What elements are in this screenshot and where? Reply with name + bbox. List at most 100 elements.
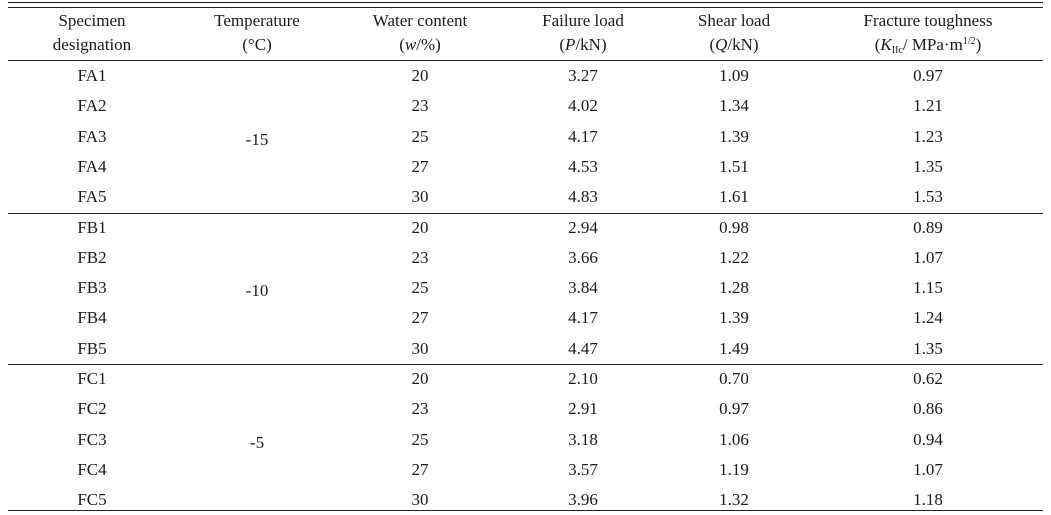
header-specimen-line1: Specimen [58, 11, 126, 30]
cell-failure: 4.17 [568, 308, 598, 328]
cell-toughness: 1.07 [913, 459, 943, 479]
cell-water: 30 [411, 338, 429, 358]
cell-shear: 1.32 [719, 490, 749, 510]
cell-temperature: -5 [249, 432, 265, 452]
cell-toughness: 0.97 [913, 66, 943, 85]
cell-failure: 2.91 [568, 399, 598, 419]
cell-shear: 1.51 [719, 156, 749, 176]
cell-shear: 1.61 [719, 187, 749, 207]
header-toughness-paren: ( [874, 35, 881, 54]
cell-failure: 3.96 [568, 490, 598, 510]
cell-failure: 3.84 [568, 278, 598, 298]
cell-shear: 1.28 [719, 278, 749, 298]
header-temperature: Temperature (°C) [187, 9, 327, 57]
cell-failure: 4.02 [568, 96, 598, 116]
cell-shear: 0.70 [719, 369, 749, 388]
header-temperature-line2: (°C) [242, 35, 272, 54]
header-water-var: w [404, 35, 417, 54]
cell-specimen: FC1 [77, 369, 107, 388]
header-water-unit: /%) [416, 35, 441, 54]
cell-toughness: 0.94 [913, 429, 943, 449]
header-shear-line2: (Q/kN) [659, 33, 809, 57]
header-toughness-line1: Fracture toughness [863, 11, 993, 30]
header-water-paren: ( [399, 35, 405, 54]
cell-shear: 1.19 [719, 459, 749, 479]
cell-toughness: 1.35 [913, 156, 943, 176]
header-toughness-sup: 1/2 [962, 36, 976, 47]
cell-specimen: FC3 [77, 429, 107, 449]
cell-specimen: FA5 [77, 187, 107, 207]
header-shear-line1: Shear load [697, 11, 771, 30]
top-rule-1 [8, 2, 1043, 3]
cell-failure: 4.17 [568, 126, 598, 146]
header-toughness-sub: IIc [891, 45, 903, 56]
cell-specimen: FB3 [77, 278, 107, 298]
cell-failure: 3.66 [568, 247, 598, 267]
header-shear-load: Shear load (Q/kN) [659, 9, 809, 57]
cell-failure: 3.27 [568, 66, 598, 85]
cell-specimen: FC2 [77, 399, 107, 419]
cell-water: 23 [411, 399, 429, 419]
group-rule [8, 212, 1043, 214]
header-water-line1: Water content [372, 11, 468, 30]
cell-shear: 1.06 [719, 429, 749, 449]
cell-failure: 4.83 [568, 187, 598, 207]
header-temperature-line1: Temperature [214, 11, 300, 30]
cell-water: 23 [411, 247, 429, 267]
cell-toughness: 1.35 [913, 338, 943, 358]
header-rule [8, 60, 1043, 62]
cell-failure: 3.18 [568, 429, 598, 449]
header-failure-unit: /kN) [575, 35, 607, 54]
header-shear-paren: ( [709, 35, 716, 54]
cell-shear: 1.34 [719, 96, 749, 116]
cell-water: 23 [411, 96, 429, 116]
cell-water: 25 [411, 126, 429, 146]
header-specimen-line2: designation [52, 35, 132, 54]
header-toughness-var: K [880, 35, 892, 54]
cell-toughness: 1.18 [913, 490, 943, 510]
cell-failure: 2.10 [568, 369, 598, 388]
cell-failure: 4.47 [568, 338, 598, 358]
cell-water: 20 [411, 217, 429, 237]
cell-specimen: FC4 [77, 459, 107, 479]
header-shear-unit: /kN) [727, 35, 759, 54]
cell-water: 27 [411, 156, 429, 176]
cell-temperature: -15 [245, 129, 269, 149]
cell-toughness: 1.21 [913, 96, 943, 116]
cell-failure: 2.94 [568, 217, 598, 237]
cell-water: 25 [411, 278, 429, 298]
header-toughness-unit: / MPa·m [902, 35, 963, 54]
cell-shear: 0.98 [719, 217, 749, 237]
group-rule [8, 364, 1043, 366]
header-water-line2: (w/%) [345, 33, 495, 57]
header-failure-line2: (P/kN) [508, 33, 658, 57]
header-shear-var: Q [715, 35, 728, 54]
header-failure-load: Failure load (P/kN) [508, 9, 658, 57]
bottom-rule [8, 510, 1043, 512]
cell-water: 27 [411, 459, 429, 479]
header-toughness-close: ) [975, 35, 982, 54]
cell-specimen: FB2 [77, 247, 107, 267]
cell-specimen: FA4 [77, 156, 107, 176]
header-failure-paren: ( [559, 35, 566, 54]
cell-toughness: 0.62 [913, 369, 943, 388]
cell-specimen: FA1 [77, 66, 107, 85]
cell-specimen: FB4 [77, 308, 107, 328]
cell-specimen: FC5 [77, 490, 107, 510]
cell-toughness: 0.86 [913, 399, 943, 419]
cell-failure: 4.53 [568, 156, 598, 176]
cell-shear: 1.22 [719, 247, 749, 267]
cell-failure: 3.57 [568, 459, 598, 479]
cell-specimen: FB1 [77, 217, 107, 237]
cell-toughness: 1.24 [913, 308, 943, 328]
cell-temperature: -10 [245, 281, 269, 301]
cell-toughness: 1.15 [913, 278, 943, 298]
cell-water: 27 [411, 308, 429, 328]
cell-water: 20 [411, 369, 429, 388]
cell-shear: 1.39 [719, 126, 749, 146]
cell-toughness: 1.23 [913, 126, 943, 146]
top-rule-2 [8, 7, 1043, 9]
cell-water: 30 [411, 490, 429, 510]
cell-shear: 1.09 [719, 66, 749, 85]
